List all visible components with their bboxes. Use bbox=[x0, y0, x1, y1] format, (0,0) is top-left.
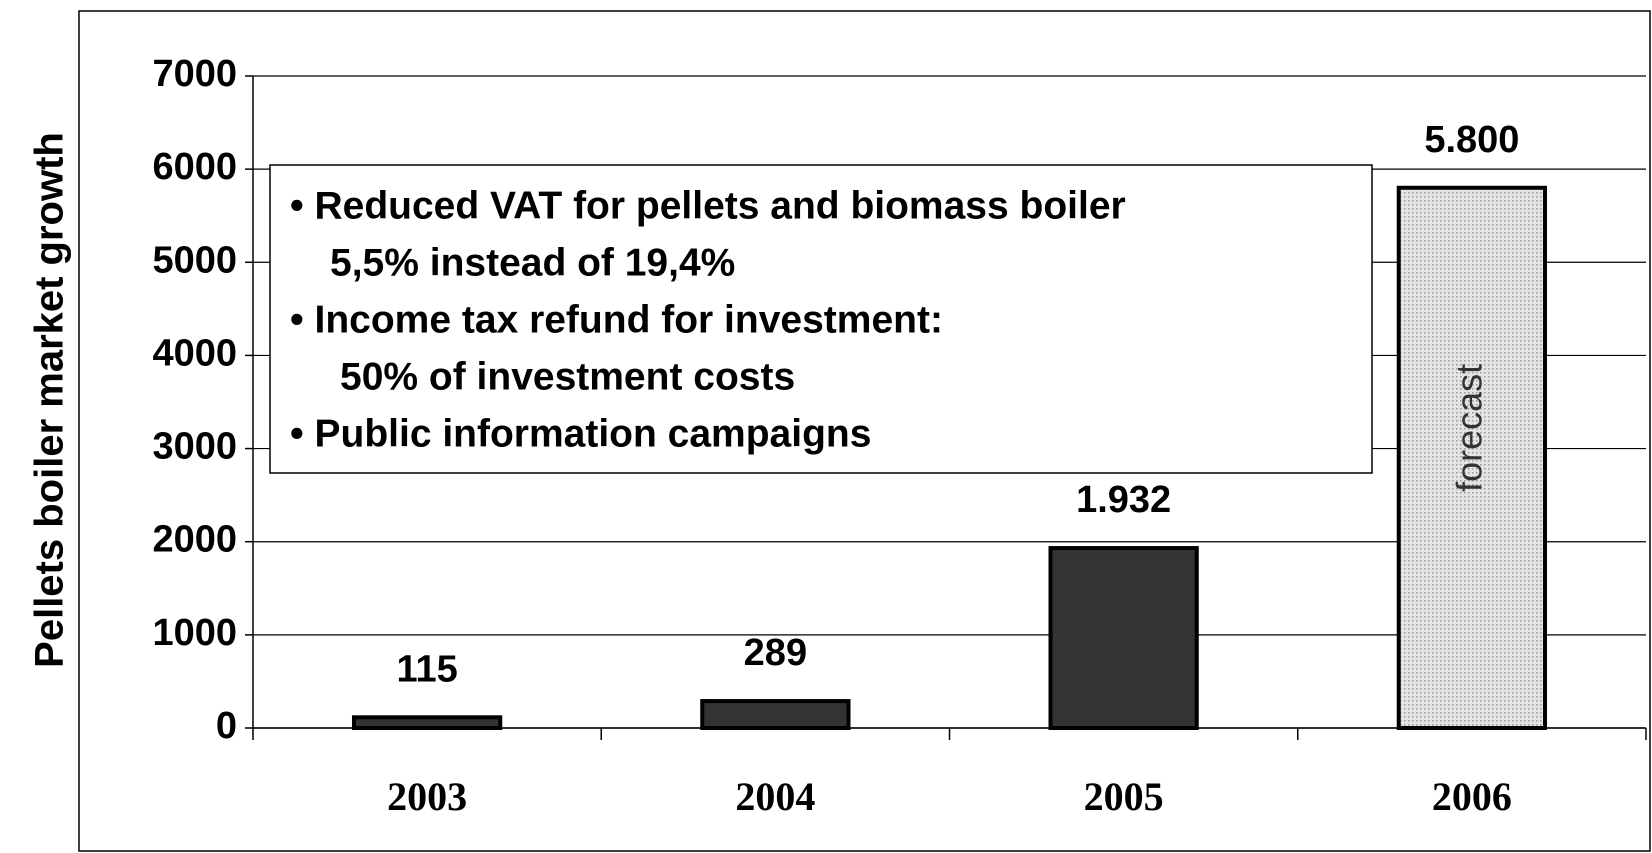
x-tick-label: 2006 bbox=[1432, 774, 1512, 819]
y-tick-label: 0 bbox=[216, 705, 237, 747]
data-label: 5.800 bbox=[1424, 119, 1519, 161]
data-label: 289 bbox=[744, 632, 807, 674]
y-tick-label: 4000 bbox=[152, 332, 237, 374]
annotation-line: 50% of investment costs bbox=[340, 355, 795, 398]
x-tick-label: 2004 bbox=[735, 774, 815, 819]
annotation-line: • Income tax refund for investment: bbox=[290, 298, 943, 341]
bar bbox=[351, 715, 503, 731]
annotation-line: 5,5% instead of 19,4% bbox=[330, 241, 735, 284]
data-label: 115 bbox=[396, 648, 457, 690]
annotation-box bbox=[269, 164, 1373, 474]
bar bbox=[700, 699, 851, 731]
bar-annotation: forecast bbox=[1448, 364, 1489, 492]
bar bbox=[1396, 185, 1548, 730]
y-tick-label: 2000 bbox=[152, 519, 237, 561]
annotation-line: • Public information campaigns bbox=[290, 412, 871, 455]
chart-frame bbox=[78, 10, 1651, 852]
x-tick-label: 2005 bbox=[1084, 774, 1164, 819]
y-axis-label: Pellets boiler market growth bbox=[28, 132, 72, 668]
bar bbox=[1048, 546, 1199, 730]
y-tick-label: 1000 bbox=[152, 612, 237, 654]
data-label: 1.932 bbox=[1076, 479, 1171, 521]
y-tick-label: 3000 bbox=[152, 426, 237, 468]
x-tick-label: 2003 bbox=[387, 774, 467, 819]
y-tick-label: 7000 bbox=[152, 53, 237, 95]
y-tick-label: 6000 bbox=[152, 146, 237, 188]
annotation-line: • Reduced VAT for pellets and biomass bo… bbox=[290, 184, 1126, 227]
y-tick-label: 5000 bbox=[152, 239, 237, 281]
